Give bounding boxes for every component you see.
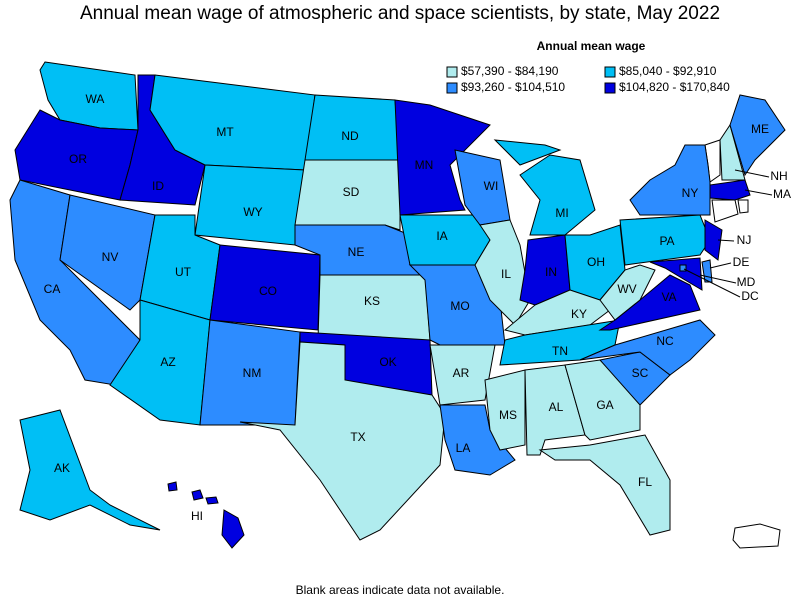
state (629, 144, 711, 216)
state-label: KS (364, 294, 380, 308)
state-label: AK (54, 461, 70, 475)
state-label: WA (86, 92, 105, 106)
state (167, 481, 178, 492)
state-label: NM (243, 366, 262, 380)
legend-swatch (604, 82, 616, 94)
state (579, 319, 716, 376)
state-label: TN (552, 344, 568, 358)
state-label: IA (436, 229, 447, 243)
state-label: MS (499, 408, 517, 422)
state (439, 404, 516, 476)
state-label: CA (44, 282, 61, 296)
state-labels: WA OR CA NV ID MT WY UT AZ CO NM ND SD NE KS OK TX MN IA MO… (44, 92, 791, 523)
state (649, 257, 703, 291)
state (429, 344, 496, 406)
state-label: NE (348, 245, 365, 259)
state (191, 489, 204, 501)
legend-swatch (446, 66, 458, 78)
leader-line (734, 169, 770, 178)
state (538, 434, 671, 536)
state (454, 149, 511, 226)
no-data-areas (704, 139, 781, 549)
state (729, 94, 786, 177)
state-label: LA (456, 441, 471, 455)
state (704, 219, 723, 261)
leader-line (683, 268, 741, 298)
state (484, 369, 526, 451)
state-label: DE (733, 255, 750, 269)
state (59, 194, 156, 311)
legend-label: $93,260 - $104,510 (461, 80, 565, 94)
state-label: MD (737, 275, 756, 289)
state-label: UT (175, 265, 192, 279)
state-label: GA (596, 398, 613, 412)
state-label: OR (69, 152, 87, 166)
state-label: SC (632, 366, 649, 380)
footnote: Blank areas indicate data not available. (296, 583, 505, 597)
state-label: ME (751, 122, 769, 136)
state-label: AR (453, 366, 470, 380)
state-label: WY (243, 205, 262, 219)
state-label: FL (638, 475, 652, 489)
state (205, 496, 219, 505)
state-label: NH (770, 169, 787, 183)
state-ri (737, 199, 749, 214)
state-label: VA (661, 290, 676, 304)
state-label: WI (484, 179, 499, 193)
state-label: NV (102, 250, 119, 264)
state (221, 509, 245, 549)
state-label: CO (259, 284, 277, 298)
state-label: IL (501, 267, 511, 281)
state-label: DC (741, 289, 759, 303)
legend-swatch (446, 82, 458, 94)
leader-line (744, 189, 773, 196)
state-label: OK (379, 355, 396, 369)
legend-title: Annual mean wage (537, 39, 646, 53)
state (519, 154, 596, 236)
state-label: ID (152, 179, 164, 193)
state-label: MN (415, 158, 434, 172)
state-pr (732, 523, 781, 549)
state-label: SD (343, 185, 360, 199)
state (599, 264, 656, 321)
states (9, 61, 786, 549)
state-label: MO (450, 299, 469, 313)
state (304, 94, 401, 161)
state-label: MT (216, 125, 234, 139)
state-label: ND (341, 129, 359, 143)
state-label: NY (682, 186, 699, 200)
state-label: PA (659, 234, 674, 248)
state-label: AZ (160, 355, 175, 369)
leader-line (699, 274, 737, 284)
state-label: OH (587, 255, 605, 269)
state-label: MA (773, 187, 791, 201)
state (709, 179, 751, 201)
state-label: MI (555, 206, 568, 220)
legend-swatch (604, 66, 616, 78)
state (493, 139, 562, 166)
state-label: AL (549, 400, 564, 414)
leader-line (717, 239, 735, 242)
legend-label: $104,820 - $170,840 (619, 80, 730, 94)
state-label: WV (617, 282, 636, 296)
state-label: NC (656, 334, 674, 348)
state (474, 219, 531, 326)
state-label: NJ (737, 233, 752, 247)
state-label: IN (545, 265, 557, 279)
legend: $57,390 - $84,190 $85,040 - $92,910 $93,26… (446, 64, 730, 94)
state-label: KY (571, 307, 587, 321)
state-label: TX (350, 430, 365, 444)
state (239, 341, 446, 541)
state-label: HI (191, 509, 203, 523)
legend-label: $57,390 - $84,190 (461, 64, 559, 78)
state (394, 99, 491, 216)
state (19, 409, 161, 531)
legend-label: $85,040 - $92,910 (619, 64, 717, 78)
state-ct (711, 199, 739, 223)
leader-line (709, 262, 732, 269)
map-title: Annual mean wage of atmospheric and spac… (80, 3, 720, 24)
